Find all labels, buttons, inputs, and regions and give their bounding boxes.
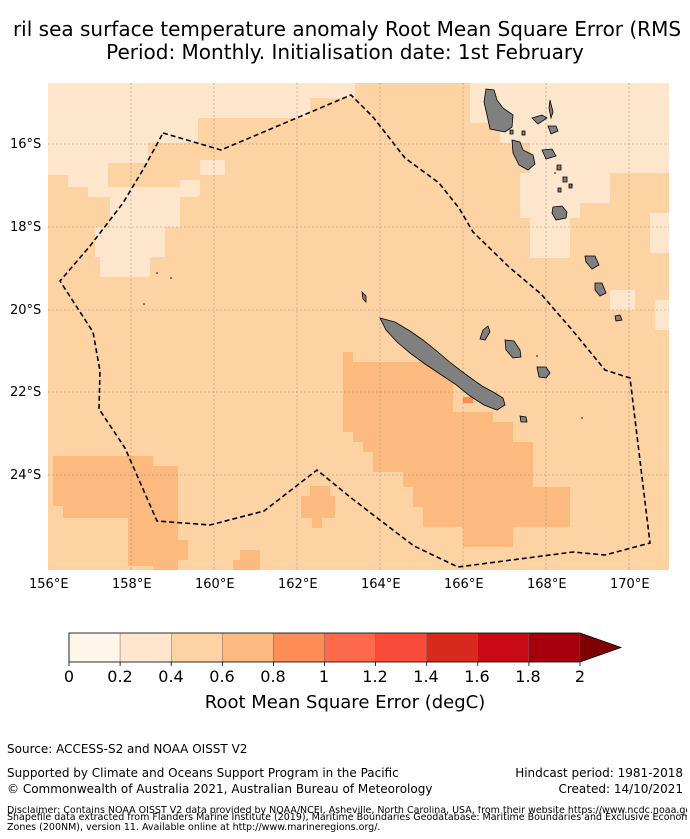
- cb-tick-1-2: 1.2: [362, 667, 388, 686]
- tiny-islets: [143, 172, 583, 419]
- espiritu-santo: [483, 88, 514, 133]
- cb-tick-1-8: 1.8: [515, 667, 541, 686]
- x-tick-156e: 156°E: [29, 577, 69, 592]
- hindcast-period: Hindcast period: 1981-2018: [515, 766, 683, 780]
- ambrym: [547, 125, 559, 135]
- colorbar-bin-4: [273, 632, 325, 663]
- eez-boundary: [59, 94, 651, 568]
- colorbar-bin-7: [426, 632, 479, 663]
- map-title: ril sea surface temperature anomaly Root…: [12, 17, 682, 41]
- x-tick-158e: 158°E: [112, 577, 152, 592]
- gridlines: [48, 83, 669, 570]
- lifou: [504, 339, 522, 359]
- y-tick-24s: 24°S: [10, 468, 42, 483]
- paama: [556, 164, 562, 171]
- land-masses: [361, 88, 623, 423]
- y-tick-20s: 20°S: [10, 303, 42, 318]
- x-tick-162e: 162°E: [278, 577, 318, 592]
- mare: [536, 366, 551, 379]
- erromango: [584, 255, 600, 270]
- aneityum: [614, 314, 623, 322]
- cb-tick-2: 2: [574, 667, 586, 686]
- cb-tick-0-8: 0.8: [260, 667, 286, 686]
- colorbar-bin-0: [68, 632, 121, 663]
- disclaimer-line-1: Disclaimer: Contains NOAA OISST V2 data …: [7, 806, 687, 816]
- colorbar-bin-8: [477, 632, 530, 663]
- malakula: [511, 139, 536, 171]
- x-tick-170e: 170°E: [610, 577, 650, 592]
- ambae: [531, 114, 548, 125]
- support-text: Supported by Climate and Oceans Support …: [7, 766, 399, 780]
- map-subtitle: Period: Monthly. Initialisation date: 1s…: [106, 40, 584, 64]
- small-islet-b: [521, 130, 526, 136]
- medium-cells: [53, 352, 570, 570]
- colorbar-bin-2: [170, 632, 223, 663]
- y-tick-22s: 22°S: [10, 385, 42, 400]
- ile-des-pins: [519, 415, 528, 423]
- colorbar-bin-1: [119, 632, 172, 663]
- x-tick-166e: 166°E: [444, 577, 484, 592]
- belep-islands: [361, 290, 367, 303]
- x-tick-164e: 164°E: [361, 577, 401, 592]
- cb-tick-0: 0: [63, 667, 75, 686]
- colorbar-bin-6: [375, 632, 427, 663]
- rmse-field: [48, 83, 669, 570]
- tanna: [594, 282, 607, 297]
- cb-tick-0-4: 0.4: [158, 667, 184, 686]
- source-text: Source: ACCESS-S2 and NOAA OISST V2: [7, 742, 248, 756]
- x-tick-168e: 168°E: [527, 577, 567, 592]
- colorbar-bin-9: [528, 632, 581, 663]
- shepherd-islands: [562, 176, 568, 183]
- y-tick-18s: 18°S: [10, 220, 42, 235]
- copyright-text: © Commonwealth of Australia 2021, Austra…: [7, 782, 433, 796]
- created-date: Created: 14/10/2021: [558, 782, 683, 796]
- cb-tick-1-6: 1.6: [464, 667, 490, 686]
- efate: [551, 205, 568, 221]
- colorbar-extend-arrow: [580, 633, 621, 662]
- cb-tick-0-2: 0.2: [107, 667, 133, 686]
- colorbar-bin-3: [222, 632, 274, 663]
- cb-tick-1-4: 1.4: [413, 667, 439, 686]
- disclaimer-line-2: Shapefile data extracted from Flanders M…: [7, 811, 687, 823]
- colorbar-bin-5: [324, 632, 376, 663]
- y-tick-16s: 16°S: [10, 137, 42, 152]
- small-islet-a: [509, 129, 514, 135]
- pentecost: [548, 99, 554, 120]
- colorbar-label: Root Mean Square Error (degC): [204, 692, 486, 713]
- hot-pixel: [463, 397, 473, 403]
- cb-tick-0-6: 0.6: [209, 667, 235, 686]
- x-tick-160e: 160°E: [195, 577, 235, 592]
- light-cells: [48, 83, 669, 330]
- disclaimer: Disclaimer: Contains NOAA OISST V2 data …: [7, 806, 687, 834]
- cb-tick-1: 1: [318, 667, 330, 686]
- colorbar-outline: [68, 632, 623, 663]
- colorbar: [68, 632, 623, 666]
- new-caledonia: [379, 317, 506, 411]
- ouvea: [479, 325, 491, 341]
- epi: [541, 148, 557, 160]
- disclaimer-line-3: Zones (200NM), version 11. Available onl…: [7, 822, 381, 833]
- tongoa: [557, 187, 562, 193]
